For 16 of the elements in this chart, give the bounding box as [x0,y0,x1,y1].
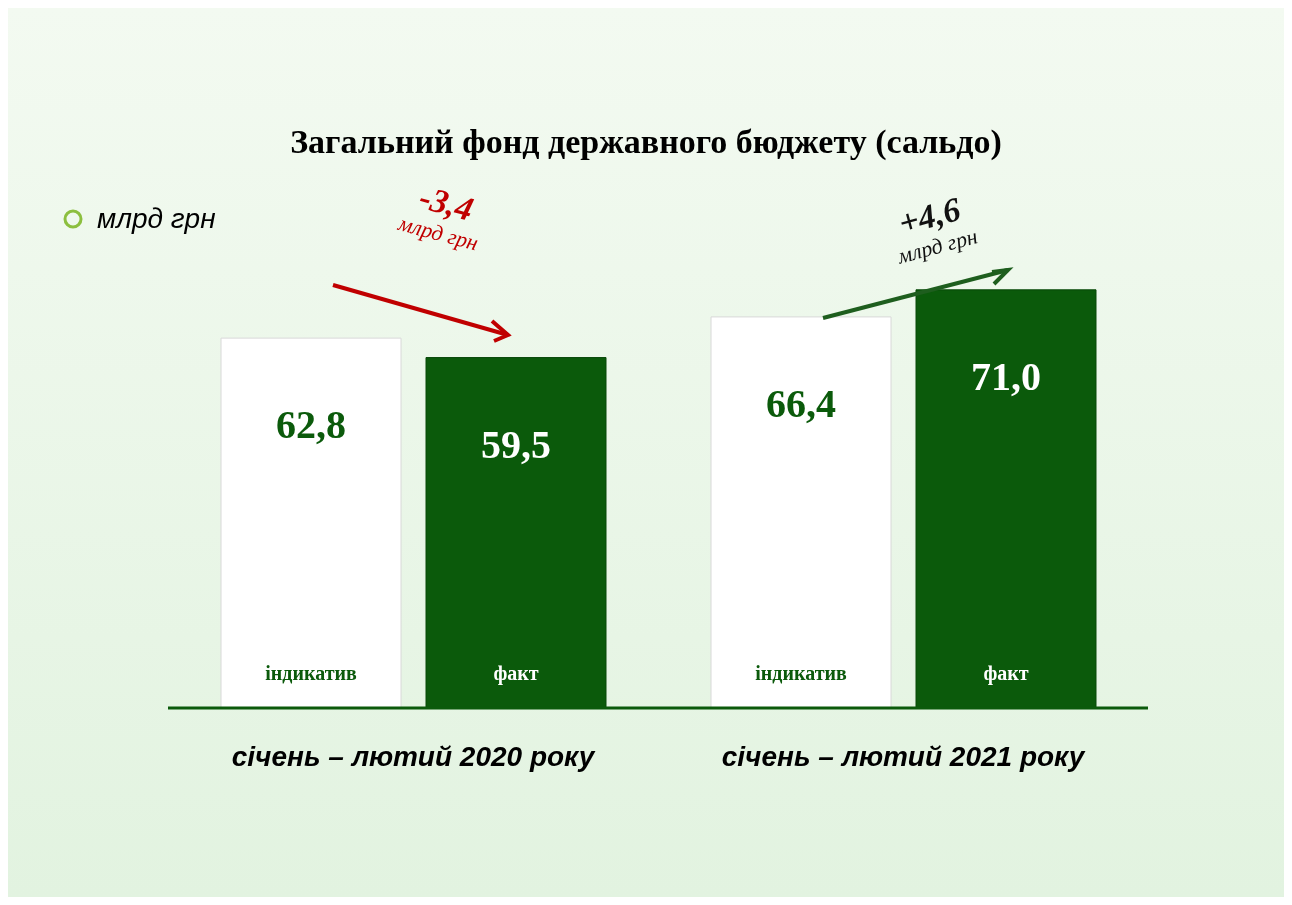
text: +4,6 млрд грн [893,189,982,271]
text: факт [983,662,1029,684]
chart-title: Загальний фонд державного бюджету (сальдо) [289,123,1003,161]
text: -3,4 млрд грн [394,177,483,258]
series-label: факт [493,662,539,685]
series-label: індикатив [265,662,357,684]
data-label: 62,8 [276,402,346,448]
bar [220,337,402,709]
data-label: 59,5 [481,421,551,467]
chart-subtitle: млрд грн [97,203,216,235]
data-label: 66,4 [766,380,836,426]
data-label: 71,0 [971,353,1041,399]
x-tick-label: січень – лютий 2021 року [721,740,1086,772]
x-tick-label: січень – лютий 2020 року [231,740,596,772]
bar [710,316,892,709]
text: індикатив [755,662,847,684]
